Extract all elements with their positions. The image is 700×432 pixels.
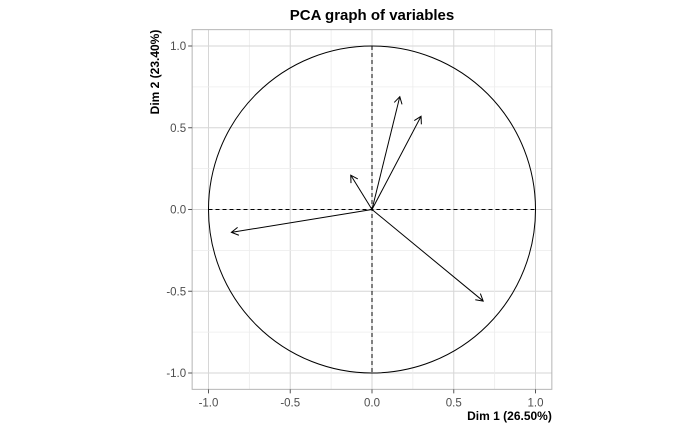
chart-title: PCA graph of variables — [290, 7, 455, 24]
y-tick-label: 1.0 — [170, 41, 186, 53]
vector-arrowhead — [350, 174, 359, 184]
y-axis-title: Dim 2 (23.40%) — [148, 30, 162, 115]
y-tick-label: 0.0 — [170, 205, 186, 217]
variable-vectors — [230, 95, 484, 302]
variable-vector-3 — [350, 174, 373, 210]
x-tick-label: -1.0 — [199, 397, 219, 409]
x-axis-title: Dim 1 (26.50%) — [467, 409, 552, 423]
vector-arrowhead — [475, 293, 484, 302]
correlation-circle — [208, 45, 536, 374]
x-tick-label: -0.5 — [280, 397, 300, 409]
variable-vector-1 — [371, 95, 403, 210]
x-tick-label: 0.0 — [364, 397, 380, 409]
variable-vector-4 — [230, 209, 373, 236]
vector-arrowhead — [393, 95, 403, 105]
vector-line — [231, 209, 373, 233]
axis-ticks: -1.0 -0.5 0.0 0.5 1.0 -1.0 -0.5 0.0 0.5 1.0 — [166, 41, 543, 409]
variable-vector-5 — [371, 209, 484, 302]
vector-line — [350, 174, 373, 210]
vector-arrowhead — [230, 226, 240, 236]
vector-line — [371, 96, 401, 210]
y-tick-label: -0.5 — [166, 286, 186, 298]
variable-vector-2 — [371, 115, 422, 210]
x-tick-label: 0.5 — [446, 397, 462, 409]
vector-arrowhead — [414, 115, 422, 125]
vector-line — [371, 209, 484, 302]
x-tick-label: 1.0 — [528, 397, 544, 409]
y-tick-label: 0.5 — [170, 123, 186, 135]
vector-line — [371, 116, 422, 210]
y-tick-label: -1.0 — [166, 368, 186, 380]
